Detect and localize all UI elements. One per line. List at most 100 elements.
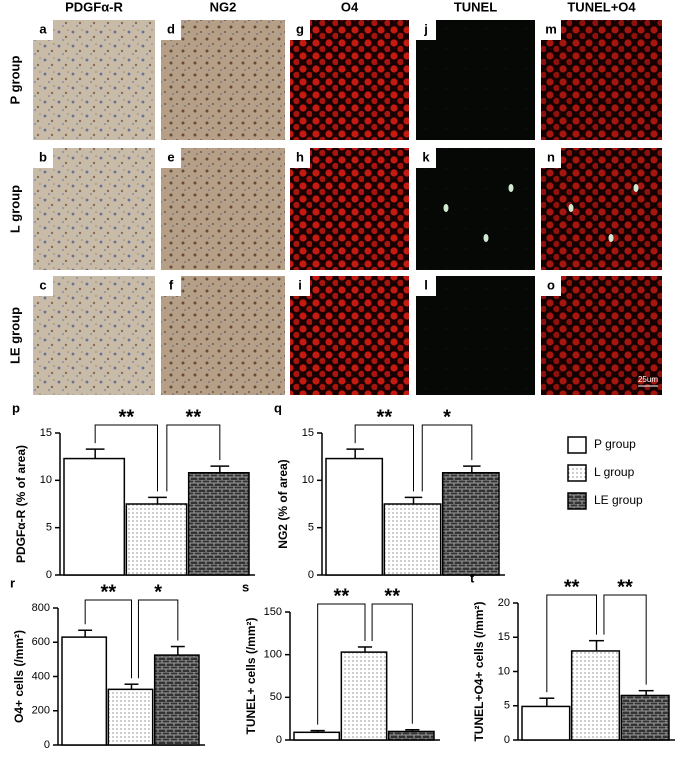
bar — [570, 650, 621, 741]
y-tick-label: 15 — [302, 427, 314, 439]
y-tick-label: 0 — [44, 739, 50, 751]
significance-label: ** — [186, 406, 202, 428]
significance-bracket — [421, 424, 473, 492]
panel-letter: h — [296, 149, 304, 164]
y-tick-label: 800 — [32, 602, 50, 614]
image-grid: PDGFα-R NG2 O4 TUNEL TUNEL+O4 P group a d g j m L g… — [7, 0, 662, 395]
column-header: NG2 — [210, 0, 237, 14]
letter-box — [416, 276, 436, 296]
significance-bracket — [354, 424, 414, 492]
y-axis-label: TUNEL+O4+ cells (/mm²) — [472, 601, 486, 741]
panel-letter: f — [169, 277, 174, 292]
y-tick-label: 10 — [302, 474, 314, 486]
panel-letter: t — [470, 570, 475, 585]
y-tick-label: 600 — [32, 636, 50, 648]
legend-swatch — [567, 492, 587, 510]
significance-bracket — [603, 594, 647, 685]
significance-bracket — [546, 594, 597, 693]
letter-box — [33, 148, 53, 168]
bar — [521, 705, 571, 741]
letter-box — [33, 20, 53, 40]
micrograph — [33, 276, 155, 395]
tunel-cell — [608, 234, 614, 242]
significance-bracket — [317, 603, 366, 725]
bar — [387, 730, 435, 741]
panel-letter: e — [167, 149, 174, 164]
letter-box — [541, 20, 561, 40]
letter-box — [33, 276, 53, 296]
significance-label: ** — [101, 581, 117, 603]
row-label: L group — [7, 185, 22, 233]
letter-box — [290, 148, 310, 168]
letter-box — [541, 148, 561, 168]
bar — [620, 694, 670, 741]
bar — [63, 457, 126, 576]
y-tick-label: 5 — [308, 522, 314, 534]
significance-bracket — [84, 599, 132, 679]
y-tick-label: 0 — [308, 569, 314, 581]
significance-label: ** — [564, 576, 580, 598]
bar — [153, 654, 200, 746]
bar — [107, 688, 154, 746]
significance-bracket — [166, 424, 221, 492]
merged-overlay — [541, 148, 662, 270]
significance-bracket — [371, 603, 413, 724]
y-tick-label: 0 — [276, 734, 282, 746]
micrograph — [541, 148, 662, 270]
micrograph — [33, 148, 155, 270]
y-axis-label: O4+ cells (/mm²) — [12, 630, 26, 723]
tunel-cell — [443, 204, 449, 212]
y-tick-label: 0 — [46, 569, 52, 581]
y-tick-label: 100 — [264, 649, 282, 661]
panel-letter: r — [10, 575, 15, 590]
bar-chart: 0 5 10 15 PDGFα-R (% of area) ** ** p — [12, 400, 255, 581]
micrograph — [33, 20, 155, 140]
micrograph — [541, 276, 662, 395]
micrograph — [161, 148, 285, 270]
panel-letter: k — [422, 149, 430, 164]
panel-letter: l — [424, 277, 428, 292]
y-tick-label: 5 — [46, 522, 52, 534]
merged-overlay — [541, 20, 662, 140]
micrograph — [161, 20, 285, 140]
panel-letter: d — [167, 21, 175, 36]
letter-box — [416, 148, 436, 168]
significance-label: ** — [617, 576, 633, 598]
bar — [125, 503, 188, 576]
significance-bracket — [94, 424, 158, 492]
legend-label: L group — [594, 465, 635, 479]
column-header: PDGFα-R — [65, 0, 123, 14]
panel-letter: m — [545, 21, 557, 36]
column-header: TUNEL+O4 — [567, 0, 636, 14]
y-tick-label: 0 — [504, 734, 510, 746]
micrograph — [290, 148, 409, 270]
y-axis-label: TUNEL+ cells (/mm²) — [244, 617, 258, 734]
row-label: LE group — [7, 307, 22, 364]
letter-box — [541, 276, 561, 296]
panel-letter: n — [547, 149, 555, 164]
tunel-cell — [483, 234, 489, 242]
significance-bracket — [137, 599, 179, 679]
legend-swatch — [567, 436, 587, 454]
letter-box — [161, 276, 181, 296]
tunel-cell — [508, 184, 514, 192]
panel-letter: s — [242, 579, 249, 594]
significance-label: ** — [334, 585, 350, 607]
letter-box — [161, 20, 181, 40]
y-tick-label: 50 — [270, 691, 282, 703]
y-tick-label: 5 — [504, 700, 510, 712]
micrograph — [161, 276, 285, 395]
micrograph — [541, 20, 662, 140]
significance-label: ** — [384, 585, 400, 607]
significance-label: * — [443, 406, 451, 428]
bar — [325, 457, 384, 576]
y-tick-label: 150 — [264, 606, 282, 618]
column-header: TUNEL — [454, 0, 497, 14]
row-label: P group — [7, 56, 22, 105]
y-tick-label: 15 — [40, 427, 52, 439]
y-tick-label: 10 — [40, 474, 52, 486]
letter-box — [161, 148, 181, 168]
